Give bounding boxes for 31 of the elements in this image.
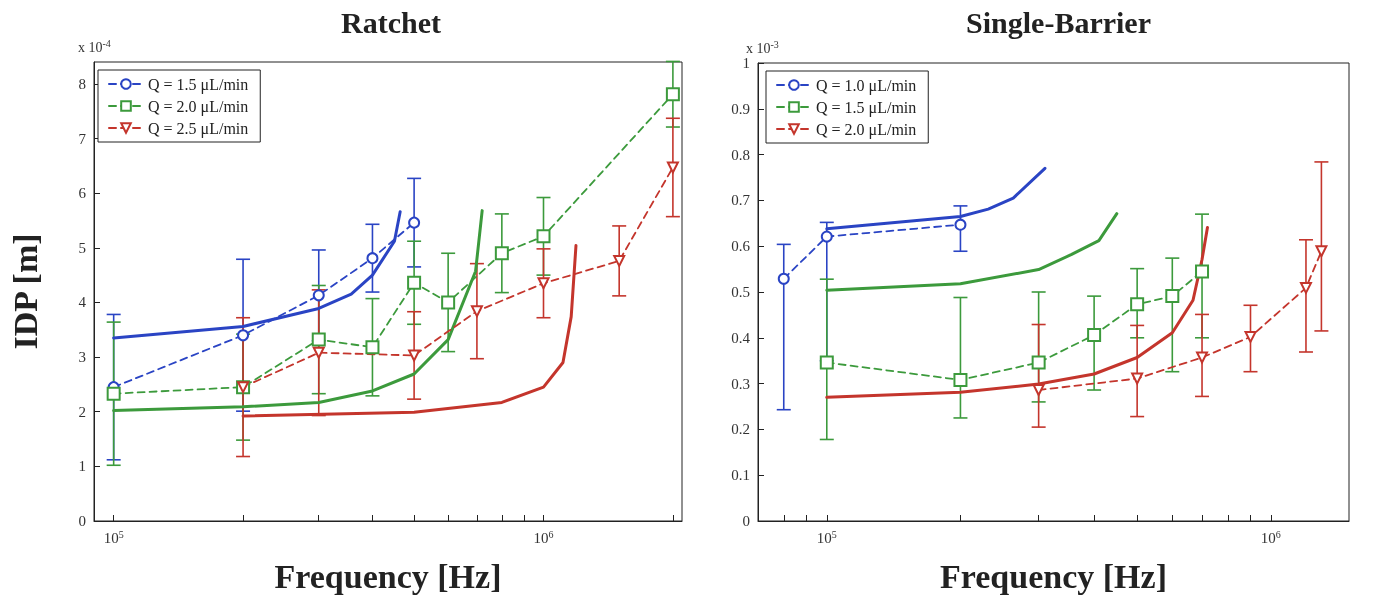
y-tick-label: 0 bbox=[78, 513, 86, 529]
y-tick-label: 0 bbox=[742, 513, 750, 529]
y-tick-label: 1 bbox=[78, 458, 86, 475]
y-tick-label: 0.3 bbox=[731, 375, 750, 392]
y-tick-label: 0.7 bbox=[731, 192, 751, 209]
chart-title: Single-Barrier bbox=[966, 5, 1151, 39]
y-tick-label: 0.5 bbox=[731, 284, 750, 300]
y-axis-title: IDP [m] bbox=[6, 233, 44, 350]
y-tick-label: 3 bbox=[78, 349, 86, 366]
y-tick-label: 0.1 bbox=[731, 467, 750, 484]
y-tick-label: 0.6 bbox=[731, 238, 751, 255]
legend-label: Q = 1.0 μL/min bbox=[816, 76, 917, 95]
y-tick-label: 0.9 bbox=[731, 100, 750, 117]
chart-title: Ratchet bbox=[341, 5, 441, 39]
x-axis-title: Frequency [Hz] bbox=[274, 557, 502, 595]
y-tick-label: 0.8 bbox=[731, 146, 750, 163]
y-tick-label: 7 bbox=[78, 130, 87, 147]
y-tick-label: 2 bbox=[78, 403, 86, 420]
y-tick-label: 8 bbox=[78, 75, 86, 92]
legend-label: Q = 2.0 μL/min bbox=[816, 120, 917, 139]
y-tick-label: 1 bbox=[742, 55, 750, 71]
y-tick-label: 0.2 bbox=[731, 421, 750, 438]
y-tick-label: 0.4 bbox=[731, 329, 751, 346]
y-tick-label: 5 bbox=[78, 239, 86, 256]
y-tick-label: 4 bbox=[78, 294, 87, 311]
x-axis-title: Frequency [Hz] bbox=[940, 557, 1167, 595]
legend-label: Q = 1.5 μL/min bbox=[816, 98, 917, 117]
legend-label: Q = 1.5 μL/min bbox=[148, 75, 249, 94]
y-tick-label: 6 bbox=[78, 185, 87, 202]
legend-label: Q = 2.5 μL/min bbox=[148, 119, 249, 138]
legend-label: Q = 2.0 μL/min bbox=[148, 97, 249, 116]
